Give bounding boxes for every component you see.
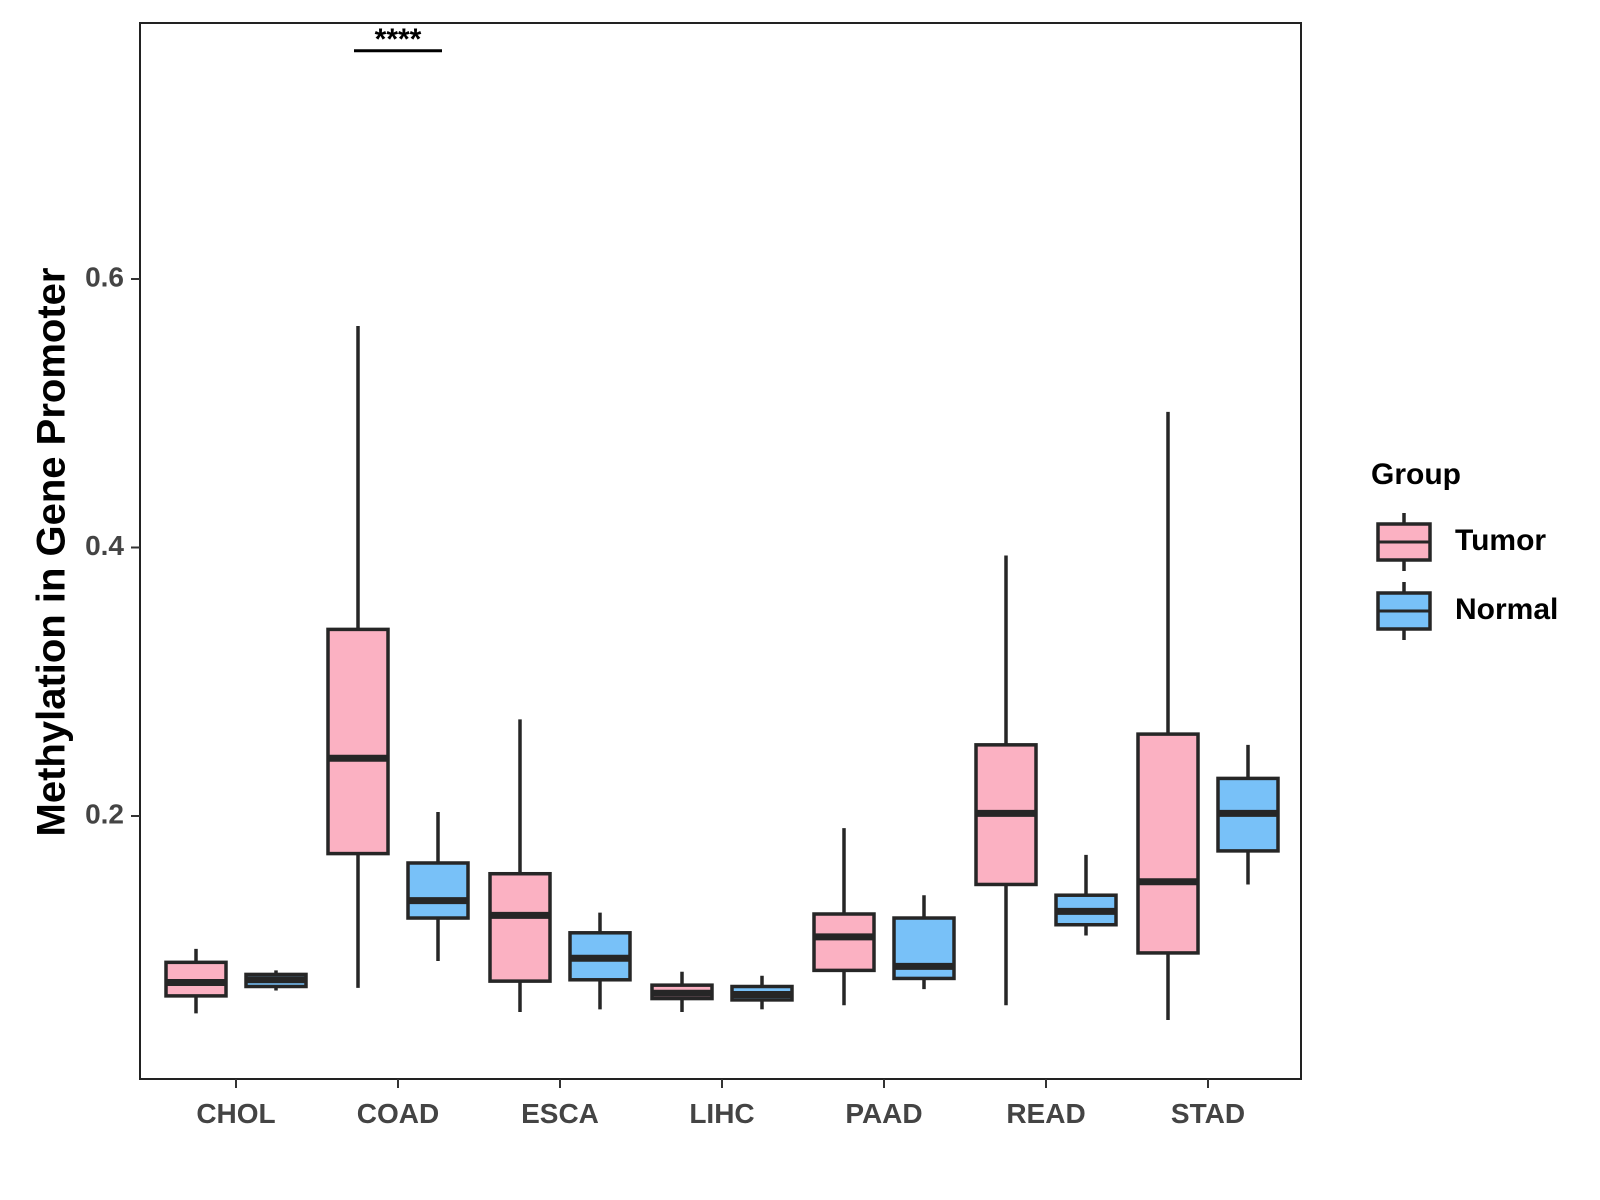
x-tick-label: LIHC bbox=[689, 1098, 754, 1129]
plot-area: **** bbox=[164, 23, 1280, 1021]
box-normal-esca bbox=[568, 912, 632, 1010]
box-tumor-esca bbox=[488, 719, 552, 1013]
legend-entry-tumor: Tumor bbox=[1376, 513, 1546, 571]
y-tick-label: 0.4 bbox=[85, 530, 124, 561]
y-axis-title: Methylation in Gene Promoter bbox=[30, 268, 74, 837]
box-normal-paad bbox=[892, 895, 956, 990]
box-tumor-coad bbox=[326, 325, 390, 988]
y-tick-label: 0.6 bbox=[85, 261, 124, 292]
x-tick-label: CHOL bbox=[196, 1098, 275, 1129]
significance-label: **** bbox=[375, 23, 422, 56]
box-normal-chol bbox=[244, 970, 308, 991]
legend-label: Tumor bbox=[1455, 524, 1546, 557]
y-tick-label: 0.2 bbox=[85, 798, 124, 829]
y-axis: 0.2 0.4 0.6 bbox=[85, 261, 140, 829]
legend-entry-normal: Normal bbox=[1376, 582, 1558, 640]
box-normal-read bbox=[1054, 854, 1118, 936]
box-normal-stad bbox=[1216, 744, 1280, 885]
box-body bbox=[326, 627, 390, 856]
box-tumor-paad bbox=[812, 828, 876, 1006]
x-axis: CHOL COAD ESCA LIHC PAAD READ STAD bbox=[196, 1079, 1245, 1129]
box-tumor-lihc bbox=[650, 971, 714, 1013]
x-tick-label: READ bbox=[1006, 1098, 1085, 1129]
plot-panel-border bbox=[139, 22, 1302, 1080]
box-normal-lihc bbox=[730, 975, 794, 1010]
box-tumor-stad bbox=[1136, 411, 1200, 1021]
legend: Group Tumor Normal bbox=[1371, 458, 1558, 640]
box-body bbox=[406, 861, 470, 920]
box-body bbox=[812, 912, 876, 973]
box-tumor-chol bbox=[164, 948, 228, 1014]
legend-title: Group bbox=[1371, 458, 1461, 491]
box-body bbox=[1136, 732, 1200, 955]
box-tumor-read bbox=[974, 555, 1038, 1006]
box-body bbox=[488, 871, 552, 983]
box-normal-coad bbox=[406, 811, 470, 961]
x-tick-label: ESCA bbox=[521, 1098, 599, 1129]
x-tick-label: STAD bbox=[1171, 1098, 1245, 1129]
x-tick-label: COAD bbox=[357, 1098, 439, 1129]
legend-label: Normal bbox=[1455, 593, 1558, 626]
x-tick-label: PAAD bbox=[845, 1098, 922, 1129]
